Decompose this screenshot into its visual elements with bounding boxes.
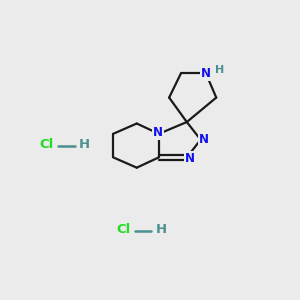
Text: H: H: [79, 138, 90, 151]
Text: N: N: [199, 133, 209, 146]
Text: N: N: [153, 126, 163, 139]
Text: Cl: Cl: [40, 138, 54, 151]
Text: Cl: Cl: [116, 223, 130, 236]
Text: N: N: [185, 152, 195, 165]
Text: H: H: [156, 223, 167, 236]
Text: N: N: [201, 67, 211, 80]
Text: H: H: [214, 65, 224, 76]
